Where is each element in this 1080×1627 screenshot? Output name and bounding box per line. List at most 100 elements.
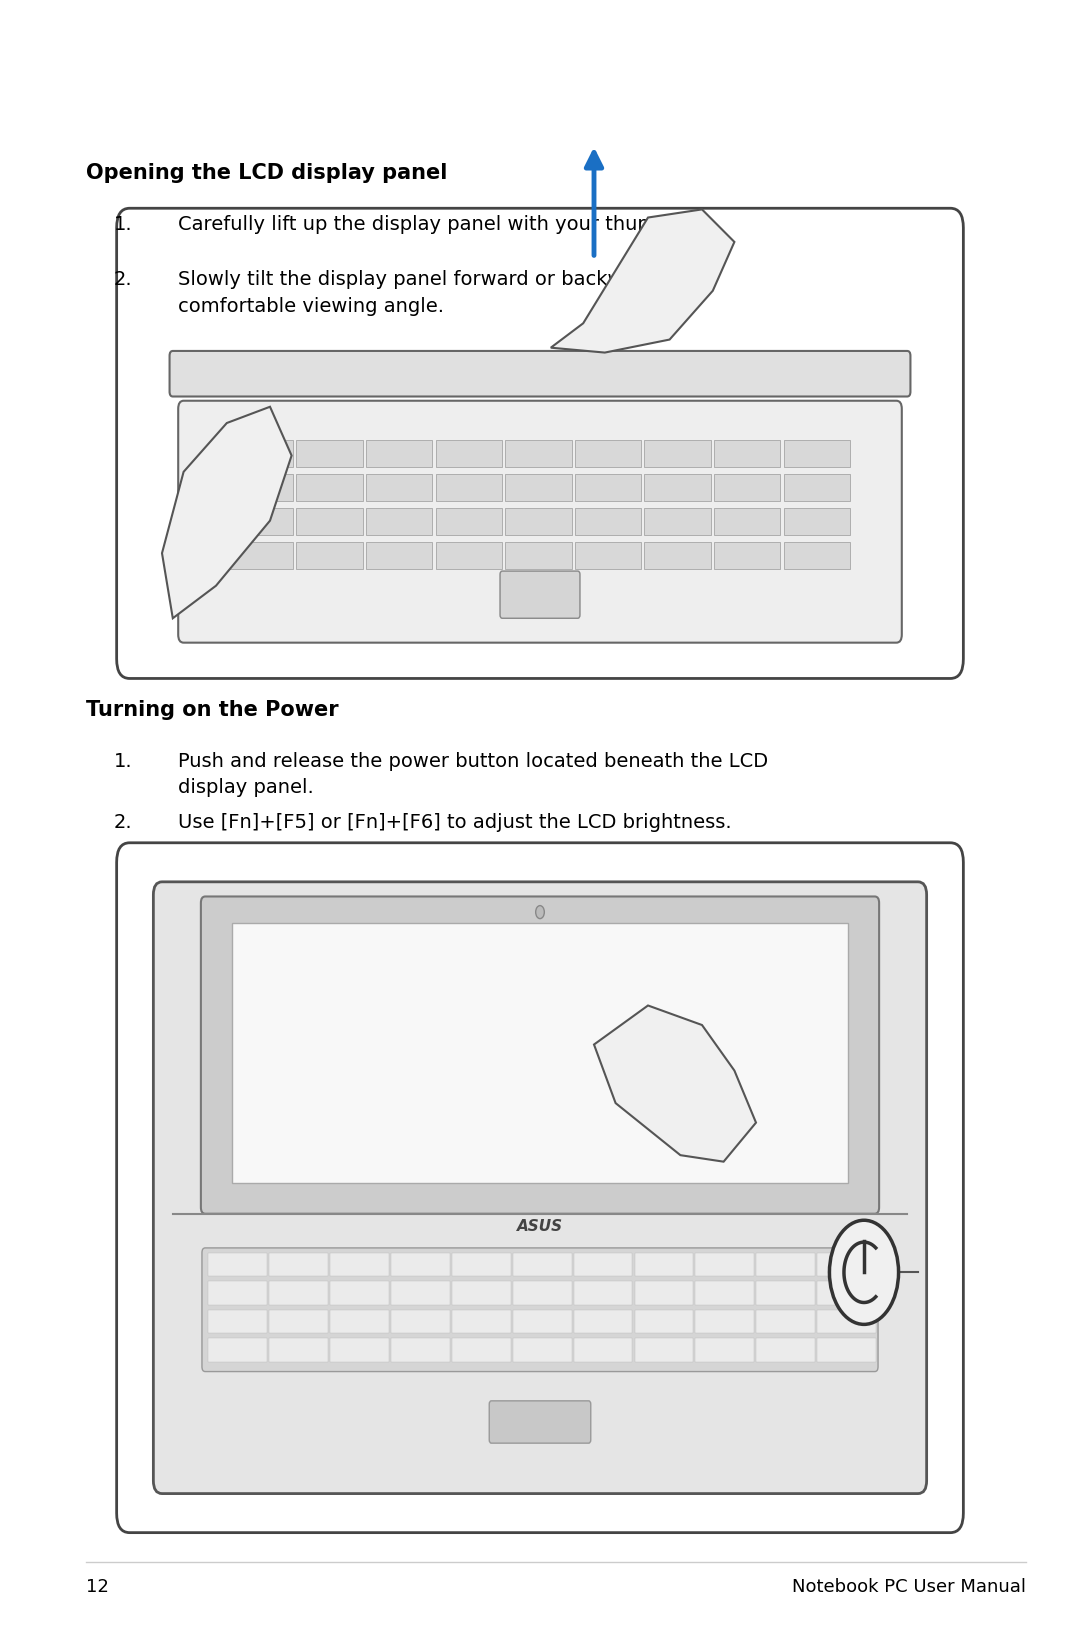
Bar xyxy=(575,508,642,535)
FancyBboxPatch shape xyxy=(202,1248,878,1372)
Polygon shape xyxy=(594,1005,756,1162)
Bar xyxy=(435,439,502,467)
Bar xyxy=(575,542,642,569)
Bar xyxy=(366,508,432,535)
Bar xyxy=(505,473,571,501)
Bar xyxy=(513,1310,571,1333)
Bar xyxy=(227,542,293,569)
Bar xyxy=(784,542,850,569)
Text: Use [Fn]+[F5] or [Fn]+[F6] to adjust the LCD brightness.: Use [Fn]+[F5] or [Fn]+[F6] to adjust the… xyxy=(178,814,732,833)
Bar xyxy=(330,1253,389,1276)
Bar xyxy=(435,542,502,569)
Bar xyxy=(645,542,711,569)
Bar xyxy=(330,1310,389,1333)
Bar xyxy=(227,473,293,501)
Bar xyxy=(756,1253,815,1276)
Text: Slowly tilt the display panel forward or backward to a
comfortable viewing angle: Slowly tilt the display panel forward or… xyxy=(178,270,700,316)
Bar xyxy=(391,1337,449,1362)
Bar xyxy=(208,1253,267,1276)
Bar xyxy=(784,439,850,467)
Text: 2.: 2. xyxy=(113,270,132,290)
Bar xyxy=(435,473,502,501)
Bar xyxy=(635,1253,693,1276)
Bar xyxy=(330,1282,389,1305)
Bar xyxy=(227,439,293,467)
FancyBboxPatch shape xyxy=(117,843,963,1533)
FancyBboxPatch shape xyxy=(170,351,910,397)
Bar xyxy=(505,439,571,467)
Text: ASUS: ASUS xyxy=(517,1219,563,1235)
Bar xyxy=(756,1282,815,1305)
Bar xyxy=(296,473,363,501)
Bar xyxy=(714,542,781,569)
Bar xyxy=(573,1282,633,1305)
Bar xyxy=(451,1282,511,1305)
Bar xyxy=(818,1253,876,1276)
Bar xyxy=(696,1310,754,1333)
Bar xyxy=(208,1310,267,1333)
Bar xyxy=(269,1282,328,1305)
Bar xyxy=(269,1253,328,1276)
Bar xyxy=(645,473,711,501)
Bar xyxy=(366,439,432,467)
Bar xyxy=(391,1310,449,1333)
Bar xyxy=(573,1337,633,1362)
Bar xyxy=(818,1337,876,1362)
Bar xyxy=(513,1253,571,1276)
Bar xyxy=(575,439,642,467)
Bar xyxy=(818,1310,876,1333)
Bar xyxy=(435,508,502,535)
Bar xyxy=(296,439,363,467)
Bar xyxy=(366,542,432,569)
FancyBboxPatch shape xyxy=(201,896,879,1214)
Circle shape xyxy=(829,1220,899,1324)
Bar xyxy=(573,1310,633,1333)
Bar xyxy=(818,1282,876,1305)
Bar xyxy=(451,1337,511,1362)
Text: 1.: 1. xyxy=(113,215,132,234)
Bar xyxy=(714,439,781,467)
Bar xyxy=(269,1310,328,1333)
Polygon shape xyxy=(162,407,292,618)
Text: Opening the LCD display panel: Opening the LCD display panel xyxy=(86,163,448,182)
Text: Notebook PC User Manual: Notebook PC User Manual xyxy=(792,1578,1026,1596)
FancyBboxPatch shape xyxy=(153,882,927,1494)
Bar xyxy=(696,1282,754,1305)
Bar xyxy=(635,1282,693,1305)
Bar xyxy=(784,508,850,535)
Bar xyxy=(330,1337,389,1362)
FancyBboxPatch shape xyxy=(500,571,580,618)
Bar xyxy=(391,1253,449,1276)
Bar xyxy=(635,1310,693,1333)
FancyBboxPatch shape xyxy=(117,208,963,678)
Bar xyxy=(714,508,781,535)
Bar xyxy=(513,1282,571,1305)
Bar xyxy=(575,473,642,501)
Bar xyxy=(208,1337,267,1362)
FancyBboxPatch shape xyxy=(489,1401,591,1443)
Bar xyxy=(513,1337,571,1362)
Bar xyxy=(696,1337,754,1362)
Bar xyxy=(756,1310,815,1333)
Bar xyxy=(366,473,432,501)
Bar xyxy=(269,1337,328,1362)
Text: Carefully lift up the display panel with your thumb.: Carefully lift up the display panel with… xyxy=(178,215,675,234)
Bar xyxy=(784,473,850,501)
Bar xyxy=(208,1282,267,1305)
FancyBboxPatch shape xyxy=(232,923,848,1183)
Text: Turning on the Power: Turning on the Power xyxy=(86,700,339,719)
Bar xyxy=(645,439,711,467)
Bar xyxy=(451,1253,511,1276)
Bar xyxy=(645,508,711,535)
Text: Push and release the power button located beneath the LCD
display panel.: Push and release the power button locate… xyxy=(178,752,768,797)
Bar xyxy=(296,542,363,569)
Text: 12: 12 xyxy=(86,1578,109,1596)
Circle shape xyxy=(536,906,544,919)
Bar xyxy=(573,1253,633,1276)
Bar xyxy=(714,473,781,501)
Text: 1.: 1. xyxy=(113,752,132,771)
Bar xyxy=(505,542,571,569)
Bar xyxy=(635,1337,693,1362)
Bar xyxy=(227,508,293,535)
Bar xyxy=(391,1282,449,1305)
